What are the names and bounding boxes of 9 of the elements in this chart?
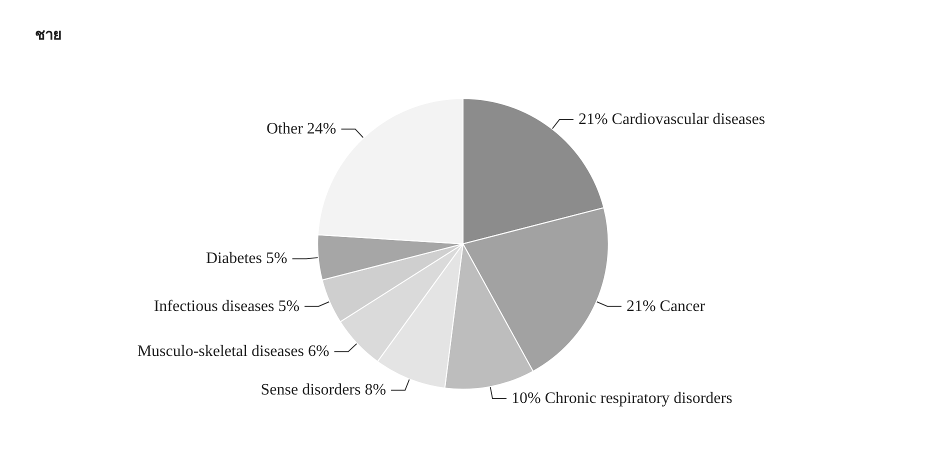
slice-label: Musculo-skeletal diseases 6% [137, 343, 330, 360]
slice-label: Infectious diseases 5% [154, 298, 300, 315]
slice-label: Other 24% [266, 120, 336, 138]
slice-label: Diabetes 5% [206, 250, 288, 268]
slice-label: 21% Cardiovascular diseases [578, 111, 766, 128]
slice-label: 21% Cancer [626, 298, 706, 315]
slice-label: Sense disorders 8% [260, 382, 386, 399]
chart-title: ชาย [35, 26, 62, 44]
slice-label: 10% Chronic respiratory disorders [511, 390, 732, 407]
